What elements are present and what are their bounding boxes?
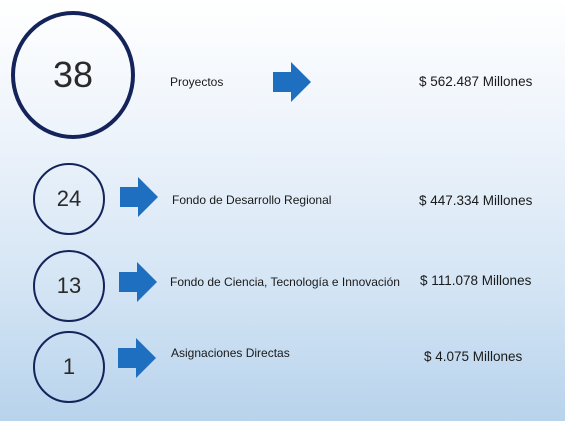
ad-label: Asignaciones Directas	[171, 346, 290, 360]
fcti-count-circle: 13	[33, 250, 105, 322]
arrow-right-icon	[120, 177, 158, 217]
fcti-amount: $ 111.078 Millones	[420, 273, 532, 288]
total-projects-count: 38	[52, 54, 94, 95]
fdr-amount: $ 447.334 Millones	[419, 193, 533, 208]
arrow-right-icon	[118, 338, 156, 378]
fcti-label: Fondo de Ciencia, Tecnología e Innovació…	[170, 275, 400, 289]
ad-count-circle: 1	[33, 331, 105, 403]
total-projects-amount: $ 562.487 Millones	[419, 74, 533, 89]
fdr-count: 24	[56, 186, 82, 211]
arrow-right-icon	[273, 62, 311, 102]
fcti-count: 13	[56, 273, 82, 298]
total-projects-label: Proyectos	[170, 75, 224, 89]
total-projects-circle: 38	[11, 11, 135, 139]
ad-amount: $ 4.075 Millones	[424, 349, 523, 364]
fdr-count-circle: 24	[33, 163, 105, 235]
fdr-label: Fondo de Desarrollo Regional	[172, 193, 332, 207]
ad-count: 1	[62, 354, 76, 379]
arrow-right-icon	[119, 262, 157, 302]
